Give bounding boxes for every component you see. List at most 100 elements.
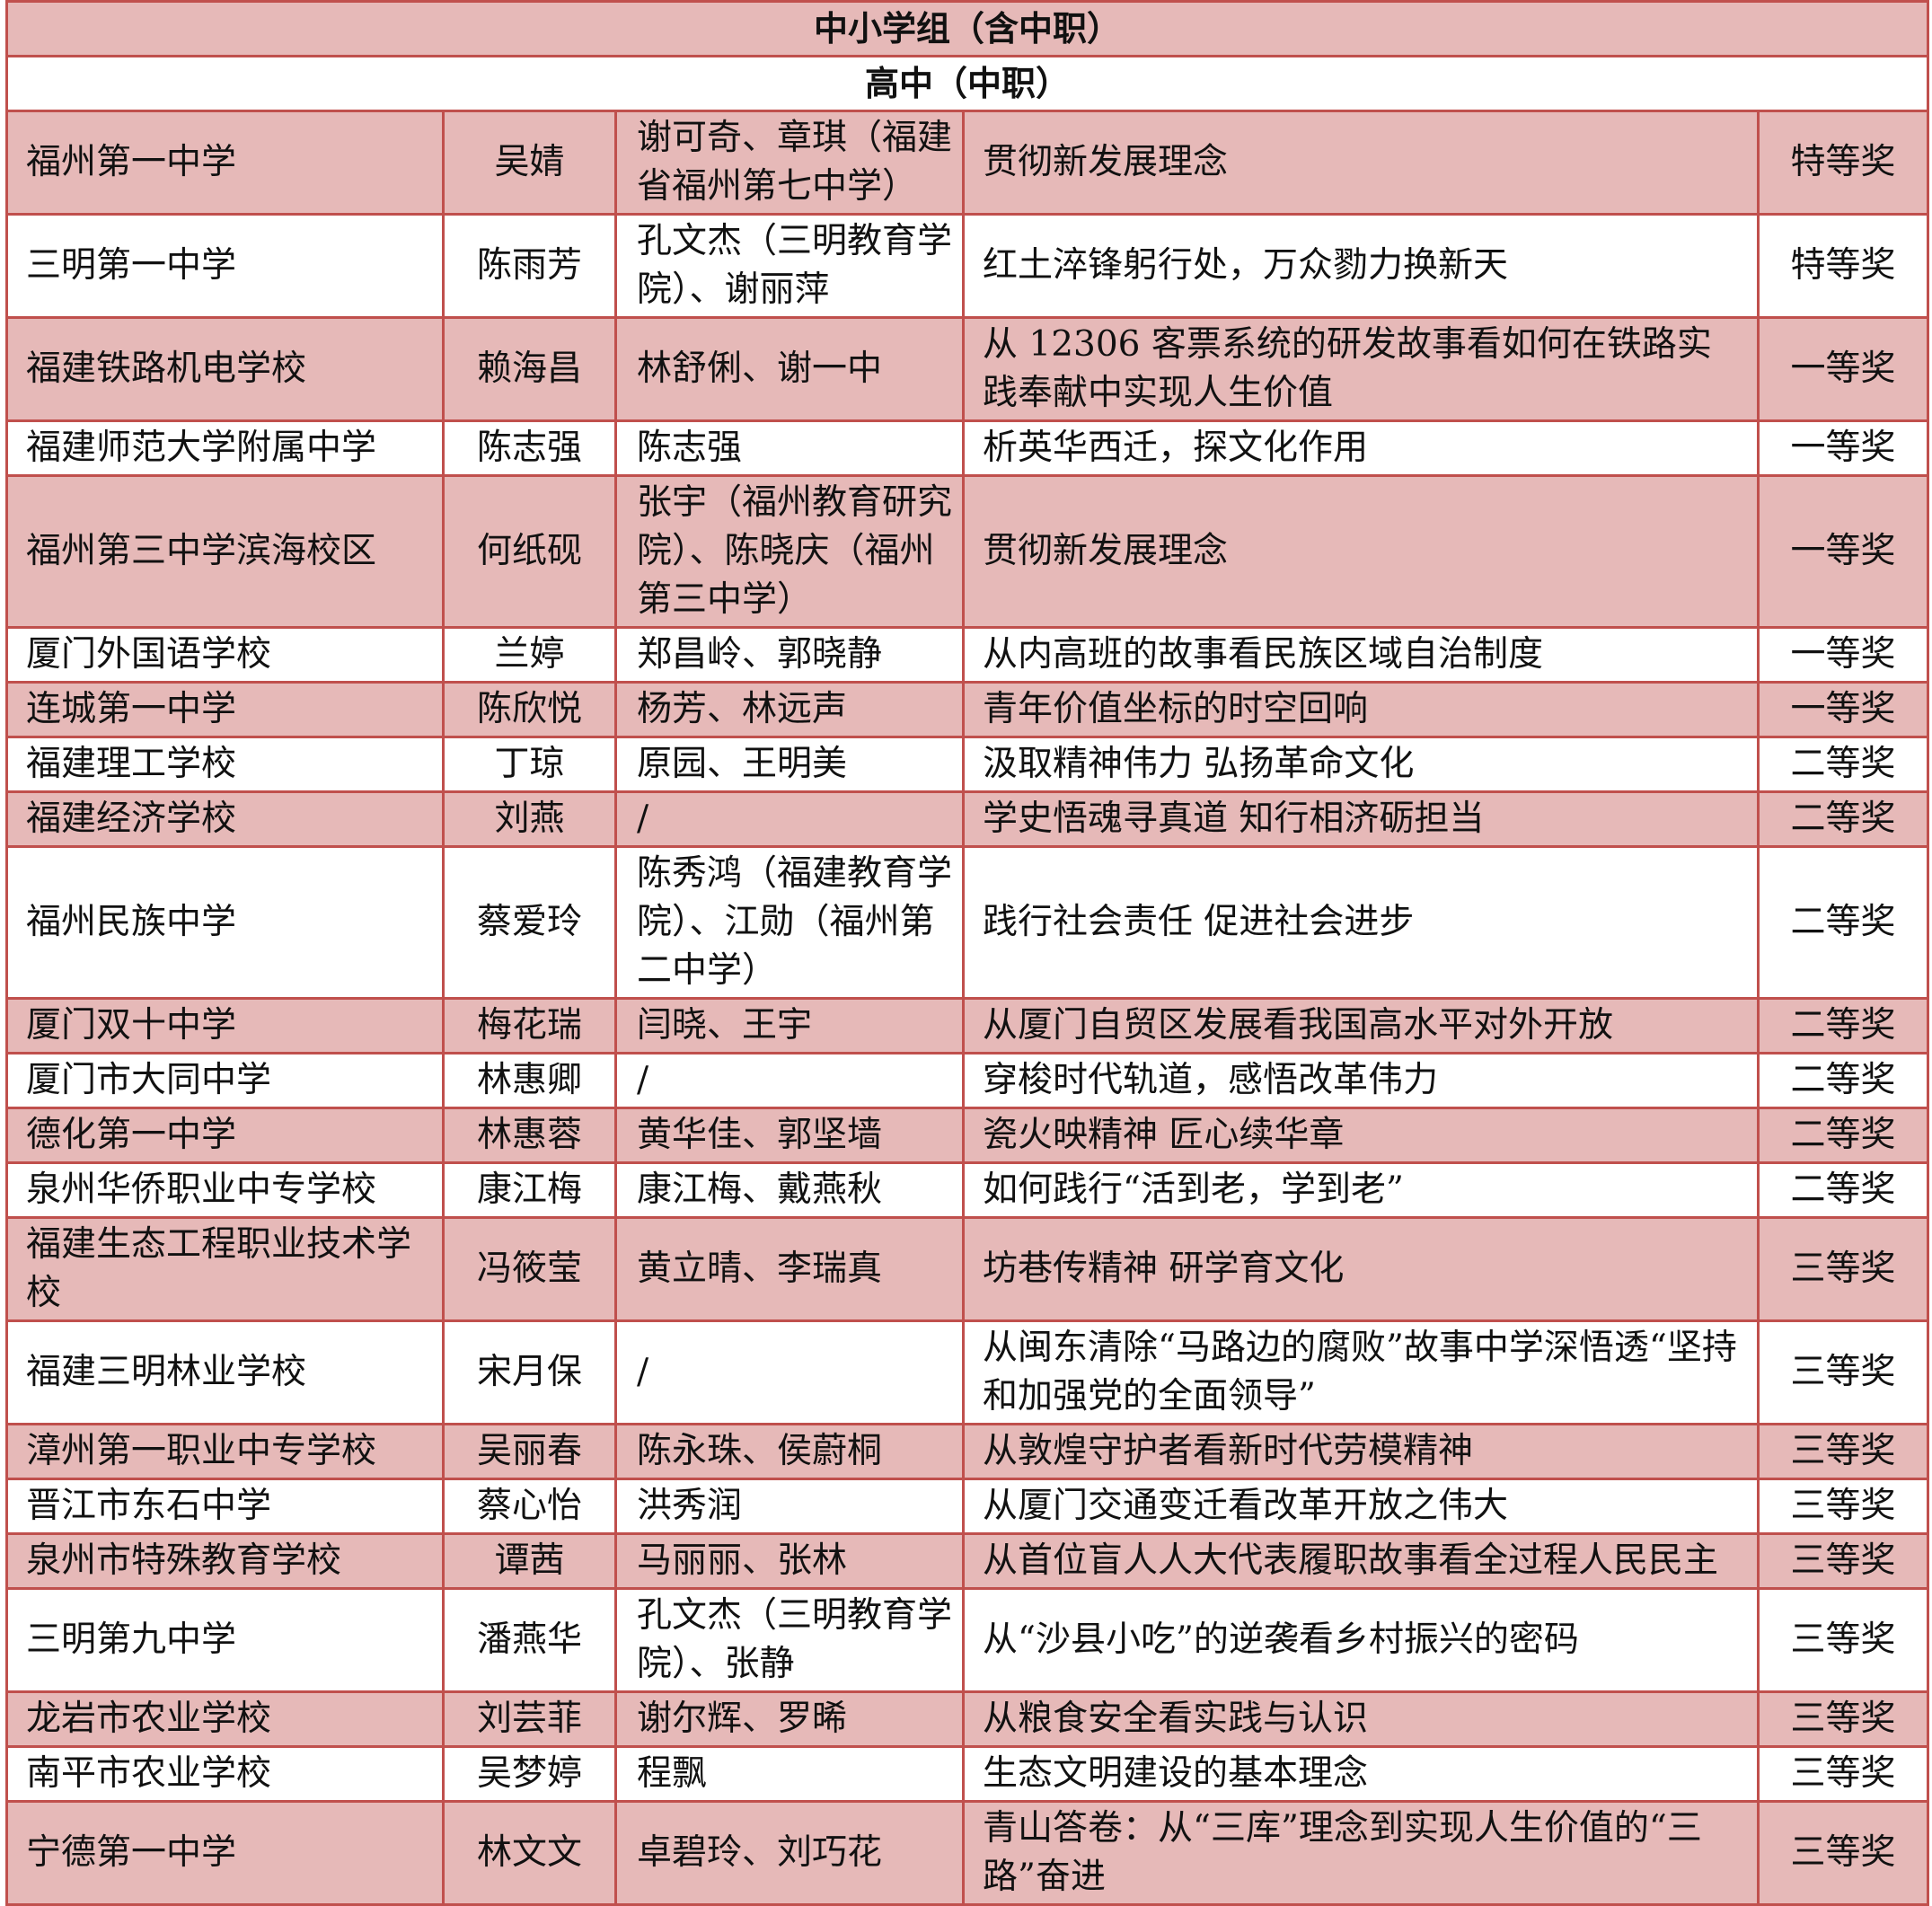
author-cell: 陈志强: [442, 419, 617, 477]
advisors-cell: 卓碧玲、刘巧花: [614, 1800, 965, 1906]
table-row: 福建师范大学附属中学 陈志强 陈志强 析英华西迁，探文化作用 一等奖: [5, 419, 1929, 477]
title-cell: 从厦门交通变迁看改革开放之伟大: [962, 1478, 1760, 1535]
award-cell: 二等奖: [1757, 1052, 1929, 1109]
school-cell: 连城第一中学: [5, 681, 445, 738]
school-cell: 福建铁路机电学校: [5, 316, 445, 422]
award-cell: 三等奖: [1757, 1423, 1929, 1480]
table-row: 宁德第一中学 林文文 卓碧玲、刘巧花 青山答卷：从“三库”理念到实现人生价值的“三路”…: [5, 1800, 1929, 1906]
award-cell: 二等奖: [1757, 845, 1929, 1000]
table-row: 漳州第一职业中专学校 吴丽春 陈永珠、侯蔚桐 从敦煌守护者看新时代劳模精神 三等奖: [5, 1423, 1929, 1480]
title-cell: 从闽东清除“马路边的腐败”故事中学深悟透“坚持和加强党的全面领导”: [962, 1319, 1760, 1425]
table-row: 厦门外国语学校 兰婷 郑昌岭、郭晓静 从内高班的故事看民族区域自治制度 一等奖: [5, 626, 1929, 684]
advisors-cell: 马丽丽、张林: [614, 1532, 965, 1590]
advisors-cell: 陈秀鸿（福建教育学院）、江勋（福州第二中学）: [614, 845, 965, 1000]
table-row: 德化第一中学 林惠蓉 黄华佳、郭坚墙 瓷火映精神 匠心续华章 二等奖: [5, 1107, 1929, 1164]
author-cell: 陈雨芳: [442, 213, 617, 319]
author-cell: 康江梅: [442, 1161, 617, 1219]
table-row: 南平市农业学校 吴梦婷 程飘 生态文明建设的基本理念 三等奖: [5, 1745, 1929, 1803]
advisors-cell: 谢尔辉、罗晞: [614, 1690, 965, 1748]
title-cell: 从敦煌守护者看新时代劳模精神: [962, 1423, 1760, 1480]
school-cell: 三明第九中学: [5, 1587, 445, 1693]
author-cell: 吴梦婷: [442, 1745, 617, 1803]
advisors-cell: 孔文杰（三明教育学院）、谢丽萍: [614, 213, 965, 319]
award-cell: 三等奖: [1757, 1319, 1929, 1425]
advisors-cell: 张宇（福州教育研究院）、陈晓庆（福州第三中学）: [614, 474, 965, 629]
award-cell: 一等奖: [1757, 316, 1929, 422]
award-cell: 二等奖: [1757, 790, 1929, 848]
school-cell: 晋江市东石中学: [5, 1478, 445, 1535]
advisors-cell: 郑昌岭、郭晓静: [614, 626, 965, 684]
school-cell: 福建师范大学附属中学: [5, 419, 445, 477]
title-cell: 贯彻新发展理念: [962, 474, 1760, 629]
table-row: 福州第三中学滨海校区 何纸砚 张宇（福州教育研究院）、陈晓庆（福州第三中学） 贯彻新发…: [5, 474, 1929, 629]
author-cell: 宋月保: [442, 1319, 617, 1425]
award-cell: 一等奖: [1757, 419, 1929, 477]
table-title-row: 中小学组（含中职）: [5, 0, 1929, 57]
author-cell: 冯筱莹: [442, 1216, 617, 1322]
author-cell: 吴丽春: [442, 1423, 617, 1480]
school-cell: 三明第一中学: [5, 213, 445, 319]
table-row: 福州民族中学 蔡爱玲 陈秀鸿（福建教育学院）、江勋（福州第二中学） 践行社会责任 促进…: [5, 845, 1929, 1000]
title-cell: 从“沙县小吃”的逆袭看乡村振兴的密码: [962, 1587, 1760, 1693]
author-cell: 蔡爱玲: [442, 845, 617, 1000]
school-cell: 福建理工学校: [5, 736, 445, 793]
author-cell: 林惠卿: [442, 1052, 617, 1109]
table-row: 厦门双十中学 梅花瑞 闫晓、王宇 从厦门自贸区发展看我国高水平对外开放 二等奖: [5, 997, 1929, 1054]
advisors-cell: 陈志强: [614, 419, 965, 477]
school-cell: 厦门外国语学校: [5, 626, 445, 684]
award-cell: 特等奖: [1757, 213, 1929, 319]
title-cell: 践行社会责任 促进社会进步: [962, 845, 1760, 1000]
school-cell: 福州第一中学: [5, 110, 445, 216]
title-cell: 从首位盲人人大代表履职故事看全过程人民民主: [962, 1532, 1760, 1590]
table-row: 福建铁路机电学校 赖海昌 林舒俐、谢一中从 12306 客票系统的研发故事看如何在铁…: [5, 316, 1929, 422]
advisors-cell: 谢可奇、章琪（福建省福州第七中学）: [614, 110, 965, 216]
award-cell: 三等奖: [1757, 1478, 1929, 1535]
school-cell: 福州第三中学滨海校区: [5, 474, 445, 629]
advisors-cell: /: [614, 1319, 965, 1425]
advisors-cell: 陈永珠、侯蔚桐: [614, 1423, 965, 1480]
table-row: 三明第九中学 潘燕华 孔文杰（三明教育学院）、张静 从“沙县小吃”的逆袭看乡村振兴的密…: [5, 1587, 1929, 1693]
advisors-cell: 黄华佳、郭坚墙: [614, 1107, 965, 1164]
author-cell: 谭茜: [442, 1532, 617, 1590]
table-row: 连城第一中学 陈欣悦 杨芳、林远声 青年价值坐标的时空回响 一等奖: [5, 681, 1929, 738]
author-cell: 潘燕华: [442, 1587, 617, 1693]
school-cell: 厦门双十中学: [5, 997, 445, 1054]
title-cell: 汲取精神伟力 弘扬革命文化: [962, 736, 1760, 793]
advisors-cell: 林舒俐、谢一中: [614, 316, 965, 422]
school-cell: 福建三明林业学校: [5, 1319, 445, 1425]
award-cell: 三等奖: [1757, 1745, 1929, 1803]
advisors-cell: 孔文杰（三明教育学院）、张静: [614, 1587, 965, 1693]
school-cell: 厦门市大同中学: [5, 1052, 445, 1109]
title-cell: 穿梭时代轨道，感悟改革伟力: [962, 1052, 1760, 1109]
award-cell: 二等奖: [1757, 997, 1929, 1054]
table-subtitle: 高中（中职）: [5, 55, 1929, 112]
author-cell: 蔡心怡: [442, 1478, 617, 1535]
title-cell: 瓷火映精神 匠心续华章: [962, 1107, 1760, 1164]
table-row: 三明第一中学 陈雨芳 孔文杰（三明教育学院）、谢丽萍 红土淬锋躬行处，万众勠力换新天特…: [5, 213, 1929, 319]
school-cell: 德化第一中学: [5, 1107, 445, 1164]
school-cell: 福建生态工程职业技术学校: [5, 1216, 445, 1322]
table-row: 泉州华侨职业中专学校 康江梅 康江梅、戴燕秋 如何践行“活到老，学到老” 二等奖: [5, 1161, 1929, 1219]
award-cell: 三等奖: [1757, 1532, 1929, 1590]
advisors-cell: 康江梅、戴燕秋: [614, 1161, 965, 1219]
author-cell: 刘燕: [442, 790, 617, 848]
award-cell: 一等奖: [1757, 681, 1929, 738]
advisors-cell: /: [614, 790, 965, 848]
title-cell: 学史悟魂寻真道 知行相济砺担当: [962, 790, 1760, 848]
table-row: 福建三明林业学校 宋月保 / 从闽东清除“马路边的腐败”故事中学深悟透“坚持和加强党的…: [5, 1319, 1929, 1425]
school-cell: 泉州市特殊教育学校: [5, 1532, 445, 1590]
school-cell: 龙岩市农业学校: [5, 1690, 445, 1748]
title-cell: 从厦门自贸区发展看我国高水平对外开放: [962, 997, 1760, 1054]
award-cell: 三等奖: [1757, 1587, 1929, 1693]
title-cell: 坊巷传精神 研学育文化: [962, 1216, 1760, 1322]
title-cell: 从 12306 客票系统的研发故事看如何在铁路实践奉献中实现人生价值: [962, 316, 1760, 422]
advisors-cell: 闫晓、王宇: [614, 997, 965, 1054]
award-cell: 一等奖: [1757, 626, 1929, 684]
advisors-cell: 杨芳、林远声: [614, 681, 965, 738]
table-subtitle-row: 高中（中职）: [5, 55, 1929, 112]
award-cell: 三等奖: [1757, 1690, 1929, 1748]
author-cell: 丁琼: [442, 736, 617, 793]
table-row: 晋江市东石中学 蔡心怡 洪秀润 从厦门交通变迁看改革开放之伟大 三等奖: [5, 1478, 1929, 1535]
author-cell: 吴婧: [442, 110, 617, 216]
award-cell: 三等奖: [1757, 1216, 1929, 1322]
